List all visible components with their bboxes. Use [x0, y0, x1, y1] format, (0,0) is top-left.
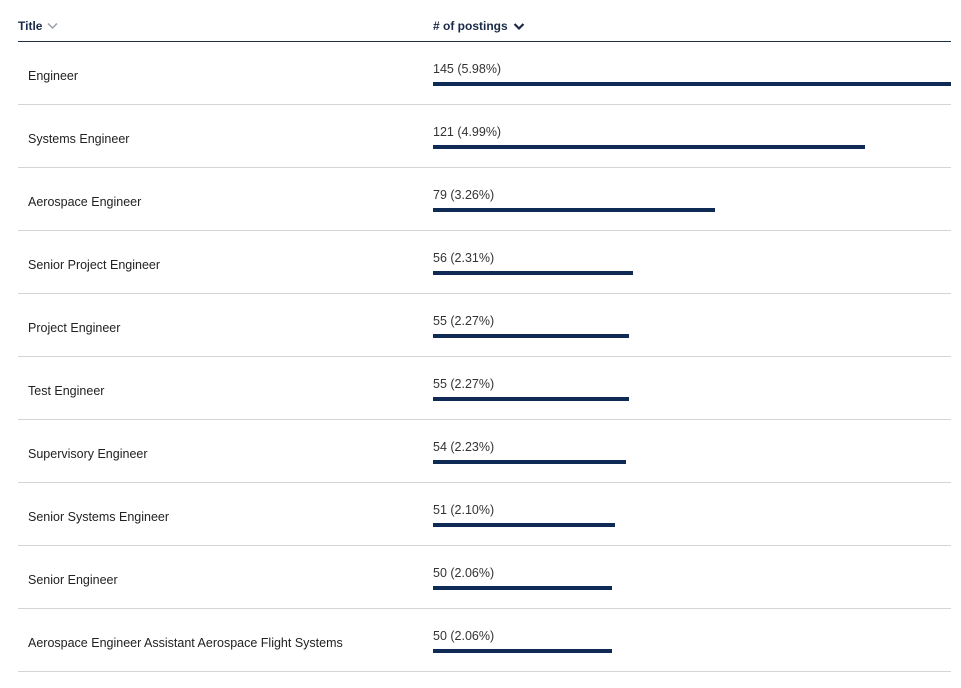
title-column-label: Title	[18, 19, 43, 33]
posting-count: 51 (2.10%)	[433, 503, 495, 517]
posting-count: 79 (3.26%)	[433, 188, 495, 202]
posting-bar	[433, 586, 612, 590]
posting-bar-track	[433, 271, 951, 275]
posting-bar-track	[433, 397, 951, 401]
chevron-down-icon	[513, 22, 524, 30]
posting-count: 50 (2.06%)	[433, 566, 495, 580]
posting-count: 145 (5.98%)	[433, 62, 502, 76]
table-row[interactable]: Senior Project Engineer 56 (2.31%)	[18, 231, 951, 294]
job-title: Test Engineer	[28, 384, 105, 398]
chevron-down-icon	[47, 22, 58, 30]
table-row[interactable]: Systems Engineer 121 (4.99%)	[18, 105, 951, 168]
posting-count: 56 (2.31%)	[433, 251, 495, 265]
table-row[interactable]: Senior Engineer 50 (2.06%)	[18, 546, 951, 609]
job-title: Senior Engineer	[28, 573, 118, 587]
table-row[interactable]: Senior Systems Engineer 51 (2.10%)	[18, 483, 951, 546]
posting-bar	[433, 82, 951, 86]
posting-bar	[433, 334, 629, 338]
job-title: Senior Systems Engineer	[28, 510, 170, 524]
posting-bar-track	[433, 649, 951, 653]
job-title: Aerospace Engineer	[28, 195, 142, 209]
postings-column-header[interactable]: # of postings	[433, 19, 525, 33]
table-header: Title # of postings	[18, 0, 951, 42]
job-title: Project Engineer	[28, 321, 121, 335]
table-row[interactable]: Aerospace Engineer 79 (3.26%)	[18, 168, 951, 231]
posting-bar	[433, 460, 626, 464]
job-title: Aerospace Engineer Assistant Aerospace F…	[28, 636, 343, 650]
posting-bar-track	[433, 586, 951, 590]
posting-count: 54 (2.23%)	[433, 440, 495, 454]
table-row[interactable]: Supervisory Engineer 54 (2.23%)	[18, 420, 951, 483]
posting-count: 55 (2.27%)	[433, 377, 495, 391]
table-row[interactable]: Project Engineer 55 (2.27%)	[18, 294, 951, 357]
posting-bar	[433, 397, 629, 401]
posting-bar	[433, 208, 715, 212]
table-row[interactable]: Test Engineer 55 (2.27%)	[18, 357, 951, 420]
posting-bar-track	[433, 460, 951, 464]
postings-column-label: # of postings	[433, 19, 508, 33]
posting-count: 121 (4.99%)	[433, 125, 502, 139]
posting-bar	[433, 649, 612, 653]
posting-bar	[433, 523, 615, 527]
posting-bar-track	[433, 145, 951, 149]
posting-bar-track	[433, 82, 951, 86]
posting-count: 50 (2.06%)	[433, 629, 495, 643]
posting-count: 55 (2.27%)	[433, 314, 495, 328]
job-title: Engineer	[28, 69, 79, 83]
table-row[interactable]: Engineer 145 (5.98%)	[18, 42, 951, 105]
posting-bar	[433, 271, 633, 275]
job-title: Systems Engineer	[28, 132, 130, 146]
posting-bar-track	[433, 208, 951, 212]
posting-bar-track	[433, 523, 951, 527]
posting-bar	[433, 145, 865, 149]
posting-bar-track	[433, 334, 951, 338]
table-row[interactable]: Aerospace Engineer Assistant Aerospace F…	[18, 609, 951, 672]
table-body: Engineer 145 (5.98%) Systems Engineer 121 (…	[18, 42, 951, 672]
postings-table: Title # of postings Engineer 145 (5.98%) S…	[18, 0, 951, 672]
job-title: Supervisory Engineer	[28, 447, 148, 461]
job-title: Senior Project Engineer	[28, 258, 161, 272]
title-column-header[interactable]: Title	[18, 19, 58, 33]
